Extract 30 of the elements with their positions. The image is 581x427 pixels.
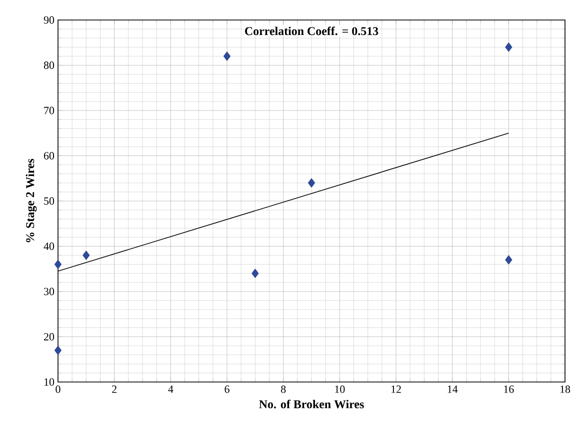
point — [252, 268, 259, 278]
x-tick-label: 6 — [224, 386, 230, 393]
y-tick-label: 20 — [44, 333, 54, 340]
x-tick-label: 10 — [335, 386, 345, 393]
x-tick-label: 2 — [112, 386, 116, 393]
y-tick-label: 40 — [44, 242, 54, 250]
y-axis-title: % Stage 2 Wires — [26, 158, 37, 242]
y-tick-label: 30 — [44, 288, 54, 296]
x-tick-label: 0 — [56, 386, 60, 393]
x-tick-label: 4 — [168, 386, 174, 393]
x-tick-label: 18 — [560, 386, 570, 393]
point — [54, 260, 62, 270]
x-tick-label: 16 — [504, 386, 514, 393]
y-tick-label: 10 — [44, 378, 54, 386]
point — [223, 52, 231, 61]
point — [54, 346, 62, 356]
y-tick-label: 80 — [44, 62, 54, 69]
y-tick-label: 90 — [44, 16, 54, 24]
x-axis-title: No. of Broken Wires — [259, 400, 364, 408]
x-tick-label: 12 — [391, 386, 401, 393]
point — [505, 42, 512, 52]
x-tick-label: 8 — [281, 386, 286, 393]
y-tick-label: 60 — [44, 152, 54, 160]
y-tick-label: 50 — [44, 197, 54, 205]
x-tick-label: 14 — [448, 386, 458, 393]
point — [505, 255, 512, 265]
point — [82, 250, 90, 260]
y-tick-label: 70 — [44, 106, 54, 114]
point — [308, 178, 316, 188]
annotation: Correlation Coeff. = 0.513 — [245, 26, 378, 36]
